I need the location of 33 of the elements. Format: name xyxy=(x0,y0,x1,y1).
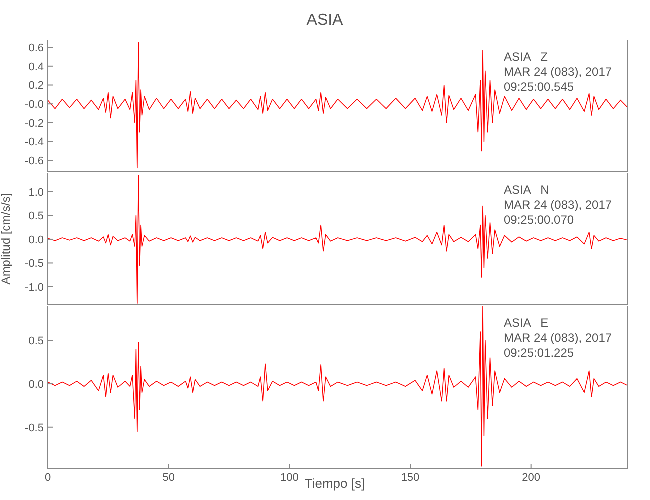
y-tick-label: 0.6 xyxy=(28,42,44,54)
y-axis-title: Amplitud [cm/s/s] xyxy=(0,192,13,287)
annotation: ASIA E xyxy=(504,316,550,331)
y-tick-label: -0.2 xyxy=(25,118,44,130)
chart-title: ASIA xyxy=(306,12,344,29)
annotation: ASIA Z xyxy=(504,50,550,65)
annotation: MAR 24 (083), 2017 xyxy=(504,198,612,213)
x-tick-label: 200 xyxy=(522,472,541,484)
annotation: 09:25:00.070 xyxy=(504,213,576,228)
y-tick-label: -0.0 xyxy=(25,99,44,112)
y-tick-label: 0.0 xyxy=(28,378,44,391)
annotation: ASIA N xyxy=(504,183,550,198)
y-tick-label: 1.0 xyxy=(28,186,44,199)
annotation: MAR 24 (083), 2017 xyxy=(504,331,612,346)
y-tick-label: -0.5 xyxy=(25,422,44,434)
y-tick-label: 0.5 xyxy=(28,336,44,348)
x-tick-label: 100 xyxy=(280,472,299,484)
y-tick-label: -0.5 xyxy=(25,258,44,270)
y-tick-label: 0.4 xyxy=(28,61,44,74)
y-tick-label: 0.5 xyxy=(28,210,44,223)
y-tick-label: 0.0 xyxy=(28,234,44,246)
x-axis-title: Tiempo [s] xyxy=(304,476,366,491)
annotation: 09:25:01.225 xyxy=(504,346,576,361)
x-tick-label: 150 xyxy=(401,472,420,484)
y-tick-label: 0.2 xyxy=(28,80,44,92)
annotation: 09:25:00.545 xyxy=(504,80,576,95)
y-tick-label: -1.0 xyxy=(25,282,44,294)
y-tick-label: -0.4 xyxy=(25,136,44,149)
x-tick-label: 50 xyxy=(162,472,175,484)
line-series xyxy=(48,42,628,169)
annotation: MAR 24 (083), 2017 xyxy=(504,65,612,80)
x-tick-label: 0 xyxy=(44,472,52,484)
y-tick-label: -0.6 xyxy=(25,156,44,168)
